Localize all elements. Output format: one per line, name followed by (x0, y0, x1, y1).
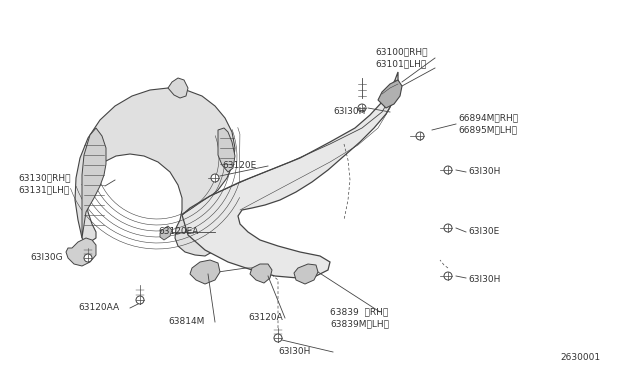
Text: 63839  〈RH〉: 63839 〈RH〉 (330, 308, 388, 317)
Circle shape (444, 166, 452, 174)
Text: 63120EA: 63120EA (158, 228, 198, 237)
Text: 63120AA: 63120AA (78, 304, 119, 312)
Polygon shape (294, 264, 318, 284)
Polygon shape (218, 128, 235, 172)
Text: 63l30G: 63l30G (30, 253, 63, 263)
Circle shape (444, 272, 452, 280)
Text: 63l30H: 63l30H (278, 347, 310, 356)
Polygon shape (190, 260, 220, 284)
Text: 63l30E: 63l30E (468, 228, 499, 237)
Text: 63l30H: 63l30H (468, 276, 500, 285)
Text: 2630001: 2630001 (560, 353, 600, 362)
Circle shape (444, 224, 452, 232)
Circle shape (211, 174, 219, 182)
Text: 63120A: 63120A (248, 314, 283, 323)
Polygon shape (378, 80, 402, 108)
Text: 63120E: 63120E (222, 161, 256, 170)
Circle shape (136, 296, 144, 304)
Text: 63100〈RH〉: 63100〈RH〉 (375, 48, 428, 57)
Circle shape (274, 334, 282, 342)
Text: 63l30H: 63l30H (468, 167, 500, 176)
Text: 66895M〈LH〉: 66895M〈LH〉 (458, 125, 517, 135)
Circle shape (416, 132, 424, 140)
Polygon shape (75, 88, 235, 256)
Text: 66894M〈RH〉: 66894M〈RH〉 (458, 113, 518, 122)
Polygon shape (66, 238, 96, 266)
Polygon shape (160, 226, 172, 240)
Text: 63l30H: 63l30H (333, 108, 365, 116)
Text: 63130〈RH〉: 63130〈RH〉 (18, 173, 70, 183)
Text: 63131〈LH〉: 63131〈LH〉 (18, 186, 69, 195)
Polygon shape (168, 78, 188, 98)
Polygon shape (182, 72, 398, 278)
Text: 63814M: 63814M (168, 317, 204, 327)
Circle shape (358, 104, 366, 112)
Polygon shape (250, 264, 272, 283)
Text: 63101〈LH〉: 63101〈LH〉 (375, 60, 426, 68)
Polygon shape (82, 128, 106, 238)
Circle shape (84, 254, 92, 262)
Text: 63839M〈LH〉: 63839M〈LH〉 (330, 320, 389, 328)
